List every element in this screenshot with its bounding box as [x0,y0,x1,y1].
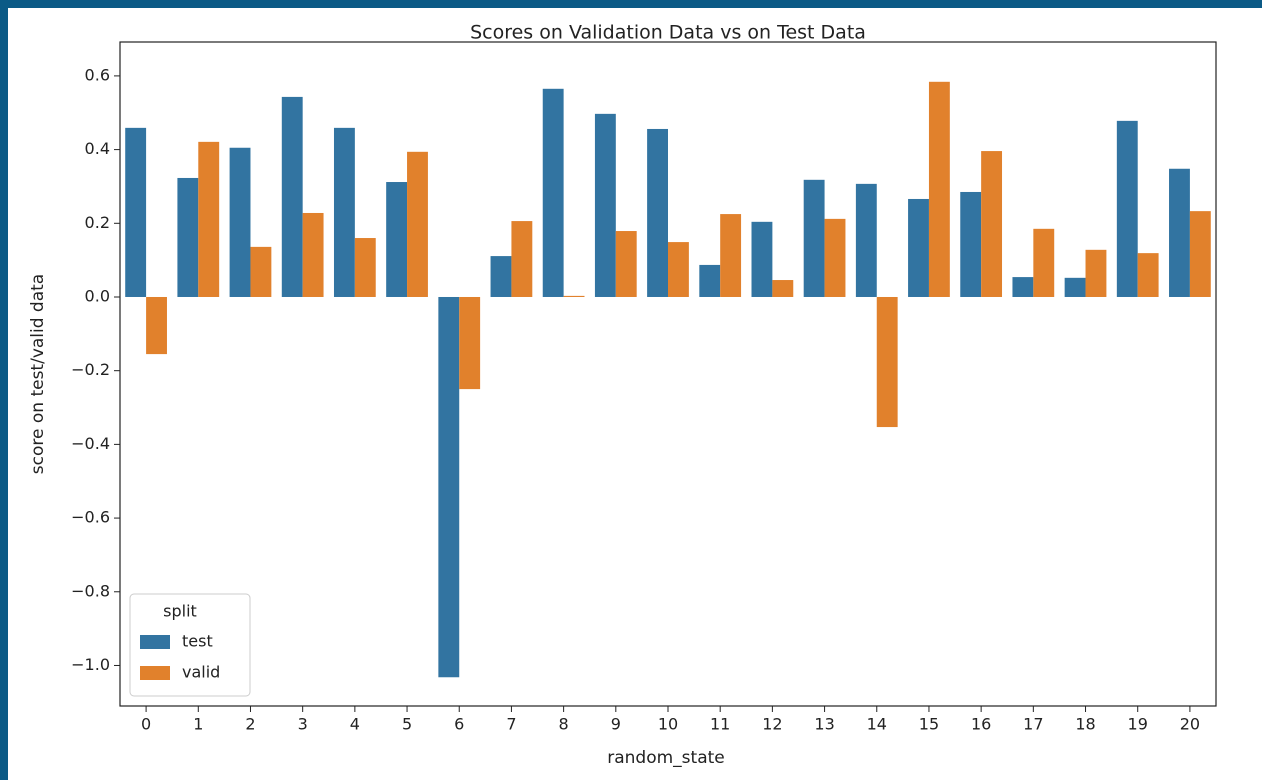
bar [177,177,199,297]
bar [563,295,585,297]
x-tick-label: 3 [298,715,308,734]
x-tick-label: 12 [762,715,782,734]
bar [960,191,982,297]
x-tick-label: 2 [245,715,255,734]
legend-label: test [182,632,213,651]
bar [511,221,533,297]
bar [1033,228,1055,297]
bar [125,127,147,297]
legend-swatch [140,666,170,680]
x-tick-label: 8 [559,715,569,734]
bar [386,182,408,297]
bar [1169,168,1190,297]
x-tick-label: 0 [141,715,151,734]
bar [1085,249,1107,297]
legend-label: valid [182,663,220,682]
bar [824,218,846,297]
x-axis-label: random_state [607,748,725,768]
x-tick-label: 4 [350,715,360,734]
y-tick-label: 0.2 [85,213,110,232]
x-tick-label: 15 [919,715,939,734]
bar [1189,211,1211,297]
bar [1116,120,1138,297]
bar [333,127,355,297]
y-tick-label: −1.0 [71,655,110,674]
bar [354,238,376,297]
x-tick-label: 11 [710,715,730,734]
bar [302,212,324,297]
x-tick-label: 1 [193,715,203,734]
x-tick-label: 6 [454,715,464,734]
y-tick-label: −0.8 [71,581,110,600]
bar [1064,277,1086,297]
bar [720,214,742,297]
bar [1012,277,1034,297]
y-tick-label: −0.4 [71,434,110,453]
x-tick-label: 17 [1023,715,1043,734]
bar [1137,253,1159,297]
legend-title: split [163,602,197,621]
y-tick-label: 0.0 [85,286,110,305]
y-axis-label: score on test/valid data [28,274,48,474]
y-tick-label: 0.4 [85,139,110,158]
bar [407,151,428,297]
bar [772,280,794,297]
x-tick-label: 19 [1128,715,1148,734]
plot-frame [119,41,1217,707]
x-tick-label: 16 [971,715,991,734]
y-tick-label: 0.6 [85,65,110,84]
bar [855,183,877,297]
chart-title: Scores on Validation Data vs on Test Dat… [470,22,866,44]
x-tick-label: 18 [1075,715,1095,734]
bar [250,246,272,297]
bar [908,198,929,297]
x-tick-label: 20 [1180,715,1200,734]
bar [459,296,481,390]
x-tick-label: 10 [658,715,678,734]
bar [668,242,689,297]
bar [229,147,251,297]
bar [751,221,773,297]
legend-swatch [140,635,170,649]
x-tick-label: 9 [611,715,621,734]
x-tick-label: 14 [867,715,887,734]
x-tick-label: 7 [506,715,516,734]
bar [981,151,1003,297]
bar [876,296,898,428]
bar [146,296,167,355]
bar [490,256,512,297]
bar [594,113,616,297]
bar [615,231,637,297]
y-tick-label: −0.2 [71,360,110,379]
bar [928,81,950,297]
bar [438,296,460,678]
x-tick-label: 13 [814,715,834,734]
y-tick-label: −0.6 [71,508,110,527]
bar [281,96,303,297]
bar [647,128,668,297]
bar [198,141,220,297]
x-tick-label: 5 [402,715,412,734]
bar [542,88,564,297]
bar [699,264,721,297]
bar [803,179,825,297]
